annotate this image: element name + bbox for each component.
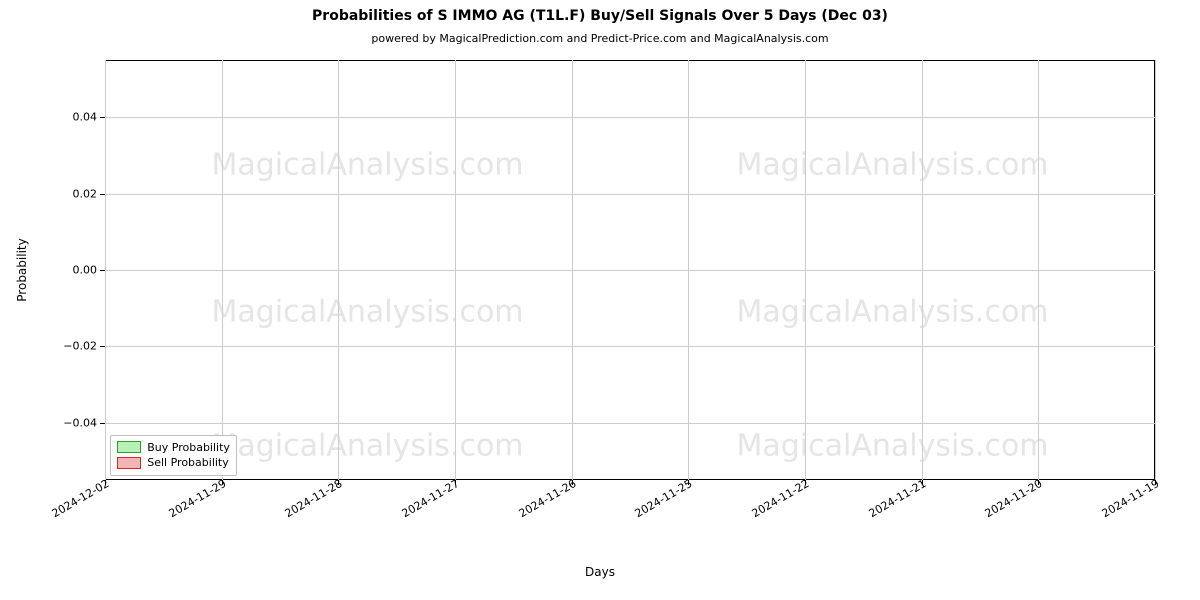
watermark-text: MagicalAnalysis.com (736, 295, 1048, 330)
y-tick-label: −0.04 (63, 416, 97, 429)
x-tick-label: 2024-11-28 (283, 477, 345, 520)
x-tick-label: 2024-11-19 (1100, 477, 1162, 520)
gridline-vertical (1155, 60, 1156, 480)
gridline-vertical (455, 60, 456, 480)
legend-item: Sell Probability (117, 455, 230, 470)
legend-swatch (117, 457, 141, 469)
x-axis-label: Days (0, 565, 1200, 579)
y-axis-label: Probability (15, 238, 29, 301)
x-tick-label: 2024-11-22 (750, 477, 812, 520)
y-tick-label: 0.00 (73, 264, 98, 277)
chart-container: Probabilities of S IMMO AG (T1L.F) Buy/S… (0, 0, 1200, 600)
x-tick-label: 2024-11-27 (400, 477, 462, 520)
gridline-vertical (572, 60, 573, 480)
watermark-text: MagicalAnalysis.com (211, 148, 523, 183)
x-tick-label: 2024-11-21 (866, 477, 928, 520)
y-tick-label: −0.02 (63, 340, 97, 353)
watermark-text: MagicalAnalysis.com (211, 295, 523, 330)
legend-label: Sell Probability (147, 455, 229, 470)
gridline-vertical (1038, 60, 1039, 480)
gridline-vertical (222, 60, 223, 480)
gridline-vertical (805, 60, 806, 480)
legend-item: Buy Probability (117, 440, 230, 455)
legend: Buy ProbabilitySell Probability (110, 435, 237, 476)
plot-area: MagicalAnalysis.com MagicalAnalysis.com Ma… (105, 60, 1155, 480)
watermark-text: MagicalAnalysis.com (211, 429, 523, 464)
gridline-horizontal (105, 423, 1155, 424)
x-tick-label: 2024-11-25 (633, 477, 695, 520)
x-tick-label: 2024-11-20 (983, 477, 1045, 520)
axis-spine-top (105, 60, 1155, 61)
gridline-vertical (922, 60, 923, 480)
x-tick-label: 2024-12-02 (50, 477, 112, 520)
y-tick-label: 0.04 (73, 111, 98, 124)
gridline-vertical (338, 60, 339, 480)
legend-label: Buy Probability (147, 440, 230, 455)
gridline-horizontal (105, 194, 1155, 195)
x-tick-label: 2024-11-29 (166, 477, 228, 520)
watermark-text: MagicalAnalysis.com (736, 429, 1048, 464)
gridline-vertical (688, 60, 689, 480)
legend-swatch (117, 441, 141, 453)
gridline-horizontal (105, 270, 1155, 271)
watermark-text: MagicalAnalysis.com (736, 148, 1048, 183)
axis-spine-bottom (105, 479, 1155, 480)
chart-title: Probabilities of S IMMO AG (T1L.F) Buy/S… (0, 8, 1200, 24)
gridline-horizontal (105, 117, 1155, 118)
y-tick-label: 0.02 (73, 187, 98, 200)
chart-subtitle: powered by MagicalPrediction.com and Pre… (0, 32, 1200, 45)
gridline-horizontal (105, 346, 1155, 347)
gridline-vertical (105, 60, 106, 480)
x-tick-label: 2024-11-26 (516, 477, 578, 520)
